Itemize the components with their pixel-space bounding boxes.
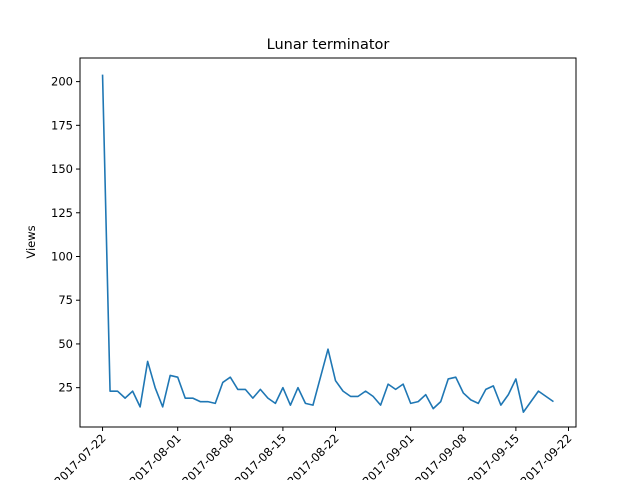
y-axis: 25 50 75 100 125 150 175 200 xyxy=(51,75,80,395)
y-tick-label: 100 xyxy=(51,249,73,263)
y-tick-label: 125 xyxy=(51,206,73,220)
y-tick-label: 200 xyxy=(51,75,73,89)
plot-area xyxy=(79,57,577,428)
chart-title: Lunar terminator xyxy=(267,37,390,53)
y-tick-label: 175 xyxy=(51,118,73,132)
y-tick-label: 75 xyxy=(58,293,73,307)
y-axis-label: Views xyxy=(24,225,38,258)
y-tick-label: 150 xyxy=(51,162,73,176)
y-tick-label: 50 xyxy=(58,337,73,351)
data-points xyxy=(102,74,554,413)
y-tick-label: 25 xyxy=(58,381,73,395)
